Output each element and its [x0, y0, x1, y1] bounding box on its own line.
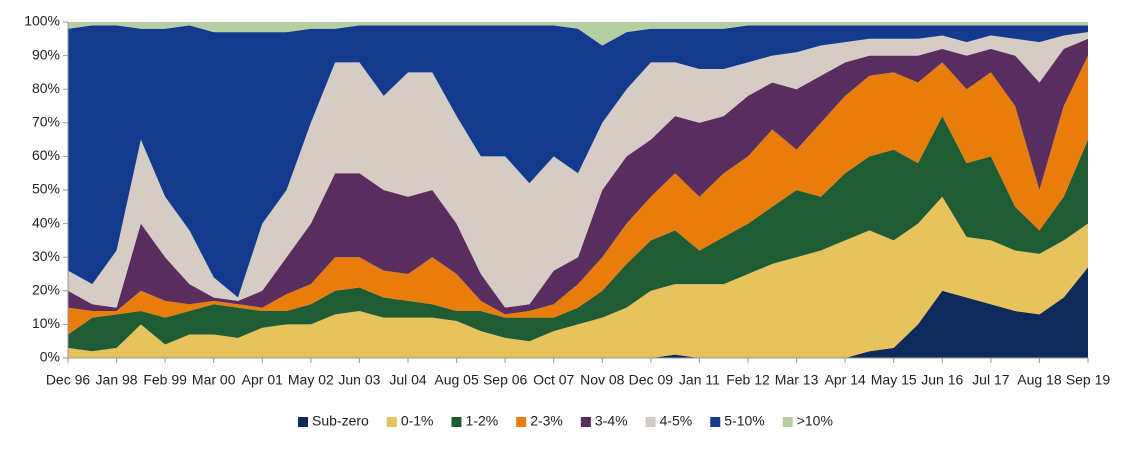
legend-label: 0-1%: [401, 413, 434, 429]
y-tick-label: 30%: [32, 248, 60, 264]
y-tick-label: 80%: [32, 80, 60, 96]
y-tick-label: 0%: [40, 349, 60, 365]
x-tick-label: Nov 08: [580, 372, 625, 388]
x-tick-label: Oct 07: [533, 372, 574, 388]
y-tick-label: 40%: [32, 214, 60, 230]
x-tick-label: Jun 16: [921, 372, 963, 388]
y-tick-label: 20%: [32, 282, 60, 298]
x-tick-label: May 15: [871, 372, 917, 388]
x-tick-label: Mar 13: [775, 372, 819, 388]
y-tick-label: 50%: [32, 181, 60, 197]
area: [68, 116, 1088, 352]
x-tick-label: Jul 17: [972, 372, 1010, 388]
area: [68, 196, 1088, 358]
x-tick-label: May 02: [288, 372, 334, 388]
area: [68, 55, 1088, 335]
legend: Sub-zero 0-1% 1-2% 2-3% 3-4% 4-5% 5-10% >10%: [298, 413, 833, 429]
x-tick-label: Mar 00: [192, 372, 236, 388]
x-tick-label: Sep 06: [483, 372, 528, 388]
legend-swatch: [451, 417, 462, 427]
x-tick-label: Apr 01: [242, 372, 283, 388]
area: [68, 22, 1088, 46]
x-tick-label: Feb 99: [143, 372, 187, 388]
y-tick-label: 100%: [24, 13, 60, 29]
legend-swatch: [710, 417, 721, 427]
legend-swatch: [645, 417, 656, 427]
legend-label: 3-4%: [595, 413, 628, 429]
legend-label: Sub-zero: [312, 413, 369, 429]
legend-label: 1-2%: [466, 413, 499, 429]
area: [68, 32, 1088, 308]
area: [68, 38, 1088, 315]
legend-label: 5-10%: [724, 413, 764, 429]
x-tick-label: Feb 12: [726, 372, 770, 388]
x-tick-label: Sep 19: [1066, 372, 1111, 388]
x-tick-label: Jun 03: [338, 372, 380, 388]
x-tick-label: Aug 18: [1017, 372, 1062, 388]
legend-swatch: [580, 417, 591, 427]
y-tick-label: 10%: [32, 315, 60, 331]
legend-label: 4-5%: [660, 413, 693, 429]
legend-swatch: [298, 417, 308, 427]
y-tick-label: 90%: [32, 46, 60, 62]
x-tick-label: Dec 09: [629, 372, 674, 388]
area: [68, 25, 1088, 298]
y-tick-label: 70%: [32, 114, 60, 130]
area: [68, 267, 1088, 358]
x-tick-label: Aug 05: [434, 372, 479, 388]
x-tick-label: Apr 14: [825, 372, 866, 388]
legend-swatch: [386, 417, 397, 427]
legend-swatch: [516, 417, 527, 427]
x-tick-label: Jan 98: [96, 372, 138, 388]
x-tick-label: Dec 96: [46, 372, 91, 388]
x-tick-label: Jan 11: [679, 372, 720, 388]
legend-swatch: [782, 417, 793, 427]
legend-label: 2-3%: [530, 413, 563, 429]
y-tick-label: 60%: [32, 147, 60, 163]
legend-label: >10%: [797, 413, 833, 429]
x-tick-label: Jul 04: [389, 372, 427, 388]
